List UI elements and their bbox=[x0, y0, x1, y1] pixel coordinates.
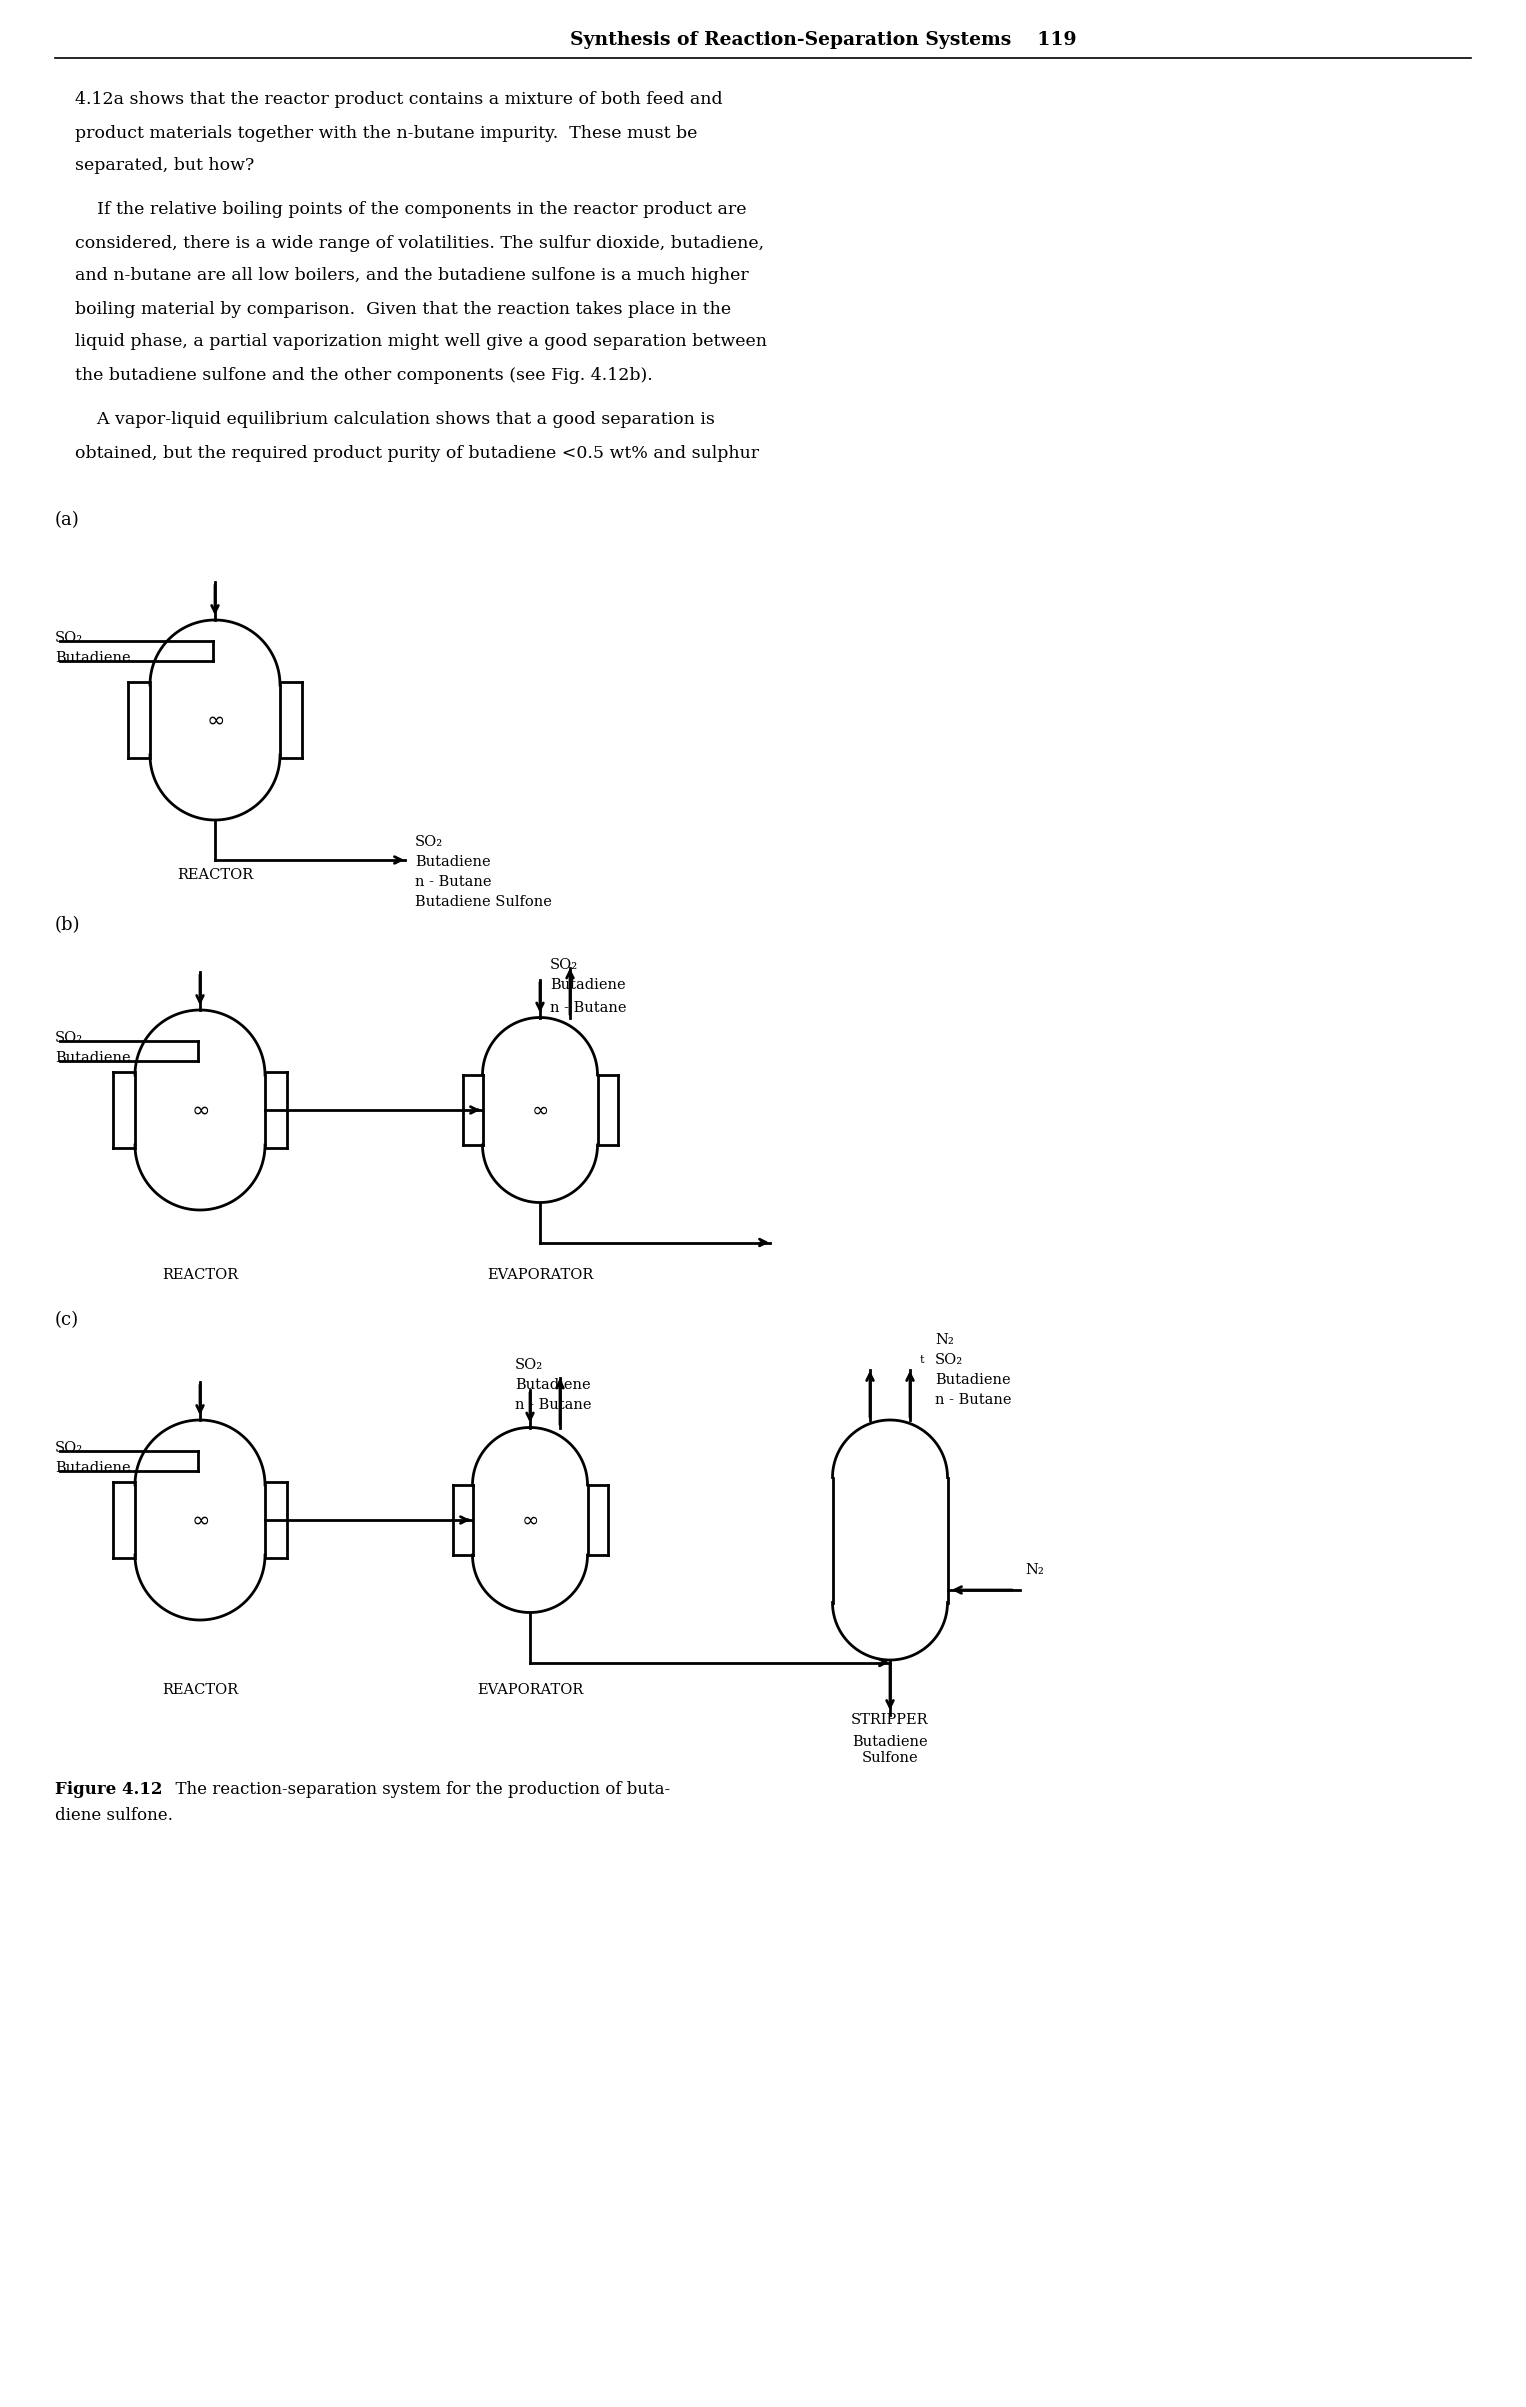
Text: SO₂: SO₂ bbox=[55, 631, 82, 645]
Text: EVAPORATOR: EVAPORATOR bbox=[476, 1682, 583, 1697]
Text: The reaction-separation system for the production of buta-: The reaction-separation system for the p… bbox=[165, 1781, 670, 1798]
Text: considered, there is a wide range of volatilities. The sulfur dioxide, butadiene: considered, there is a wide range of vol… bbox=[75, 233, 765, 250]
Text: 4.12a shows that the reactor product contains a mixture of both feed and: 4.12a shows that the reactor product con… bbox=[75, 91, 723, 108]
Text: n - Butane: n - Butane bbox=[415, 876, 491, 888]
Text: boiling material by comparison.  Given that the reaction takes place in the: boiling material by comparison. Given th… bbox=[75, 301, 731, 318]
Text: REACTOR: REACTOR bbox=[162, 1682, 238, 1697]
Text: SO₂: SO₂ bbox=[415, 835, 443, 850]
Text: (b): (b) bbox=[55, 917, 81, 934]
Text: N₂: N₂ bbox=[935, 1333, 954, 1348]
Text: REACTOR: REACTOR bbox=[162, 1268, 238, 1283]
Text: Butadiene: Butadiene bbox=[55, 650, 131, 664]
Text: product materials together with the n-butane impurity.  These must be: product materials together with the n-bu… bbox=[75, 125, 697, 142]
Text: Synthesis of Reaction-Separation Systems    119: Synthesis of Reaction-Separation Systems… bbox=[569, 31, 1076, 48]
Text: obtained, but the required product purity of butadiene <0.5 wt% and sulphur: obtained, but the required product purit… bbox=[75, 445, 758, 462]
Text: n - Butane: n - Butane bbox=[549, 1001, 627, 1016]
Text: (a): (a) bbox=[55, 510, 79, 530]
Text: Butadiene
Sulfone: Butadiene Sulfone bbox=[852, 1735, 928, 1764]
Text: diene sulfone.: diene sulfone. bbox=[55, 1808, 172, 1825]
Text: the butadiene sulfone and the other components (see Fig. 4.12b).: the butadiene sulfone and the other comp… bbox=[75, 366, 653, 383]
Text: SO₂: SO₂ bbox=[514, 1358, 543, 1372]
Text: liquid phase, a partial vaporization might well give a good separation between: liquid phase, a partial vaporization mig… bbox=[75, 335, 768, 351]
Text: Butadiene: Butadiene bbox=[514, 1377, 591, 1391]
Text: SO₂: SO₂ bbox=[549, 958, 578, 972]
Text: $\infty$: $\infty$ bbox=[522, 1509, 539, 1531]
Text: $\infty$: $\infty$ bbox=[531, 1100, 548, 1119]
Text: SO₂: SO₂ bbox=[55, 1030, 82, 1045]
Text: (c): (c) bbox=[55, 1312, 79, 1329]
Text: Butadiene: Butadiene bbox=[415, 854, 491, 869]
Text: EVAPORATOR: EVAPORATOR bbox=[487, 1268, 594, 1283]
Text: t: t bbox=[920, 1355, 925, 1365]
Text: REACTOR: REACTOR bbox=[177, 869, 253, 881]
Text: $\infty$: $\infty$ bbox=[206, 710, 224, 729]
Text: n - Butane: n - Butane bbox=[935, 1394, 1012, 1408]
Text: $\infty$: $\infty$ bbox=[191, 1509, 209, 1531]
Text: Butadiene: Butadiene bbox=[55, 1052, 131, 1064]
Text: and n-butane are all low boilers, and the butadiene sulfone is a much higher: and n-butane are all low boilers, and th… bbox=[75, 267, 749, 284]
Text: SO₂: SO₂ bbox=[55, 1442, 82, 1454]
Text: separated, but how?: separated, but how? bbox=[75, 156, 255, 173]
Text: Butadiene Sulfone: Butadiene Sulfone bbox=[415, 895, 552, 910]
Text: Butadiene: Butadiene bbox=[935, 1372, 1010, 1386]
Text: A vapor-liquid equilibrium calculation shows that a good separation is: A vapor-liquid equilibrium calculation s… bbox=[75, 412, 714, 428]
Text: N₂: N₂ bbox=[1025, 1562, 1044, 1577]
Text: Butadiene: Butadiene bbox=[549, 977, 626, 992]
Text: If the relative boiling points of the components in the reactor product are: If the relative boiling points of the co… bbox=[75, 202, 746, 219]
Text: $\infty$: $\infty$ bbox=[191, 1100, 209, 1119]
Text: Butadiene: Butadiene bbox=[55, 1461, 131, 1475]
Text: SO₂: SO₂ bbox=[935, 1353, 963, 1367]
Text: n - Butane: n - Butane bbox=[514, 1398, 592, 1413]
Text: Figure 4.12: Figure 4.12 bbox=[55, 1781, 162, 1798]
Text: STRIPPER: STRIPPER bbox=[852, 1714, 929, 1726]
